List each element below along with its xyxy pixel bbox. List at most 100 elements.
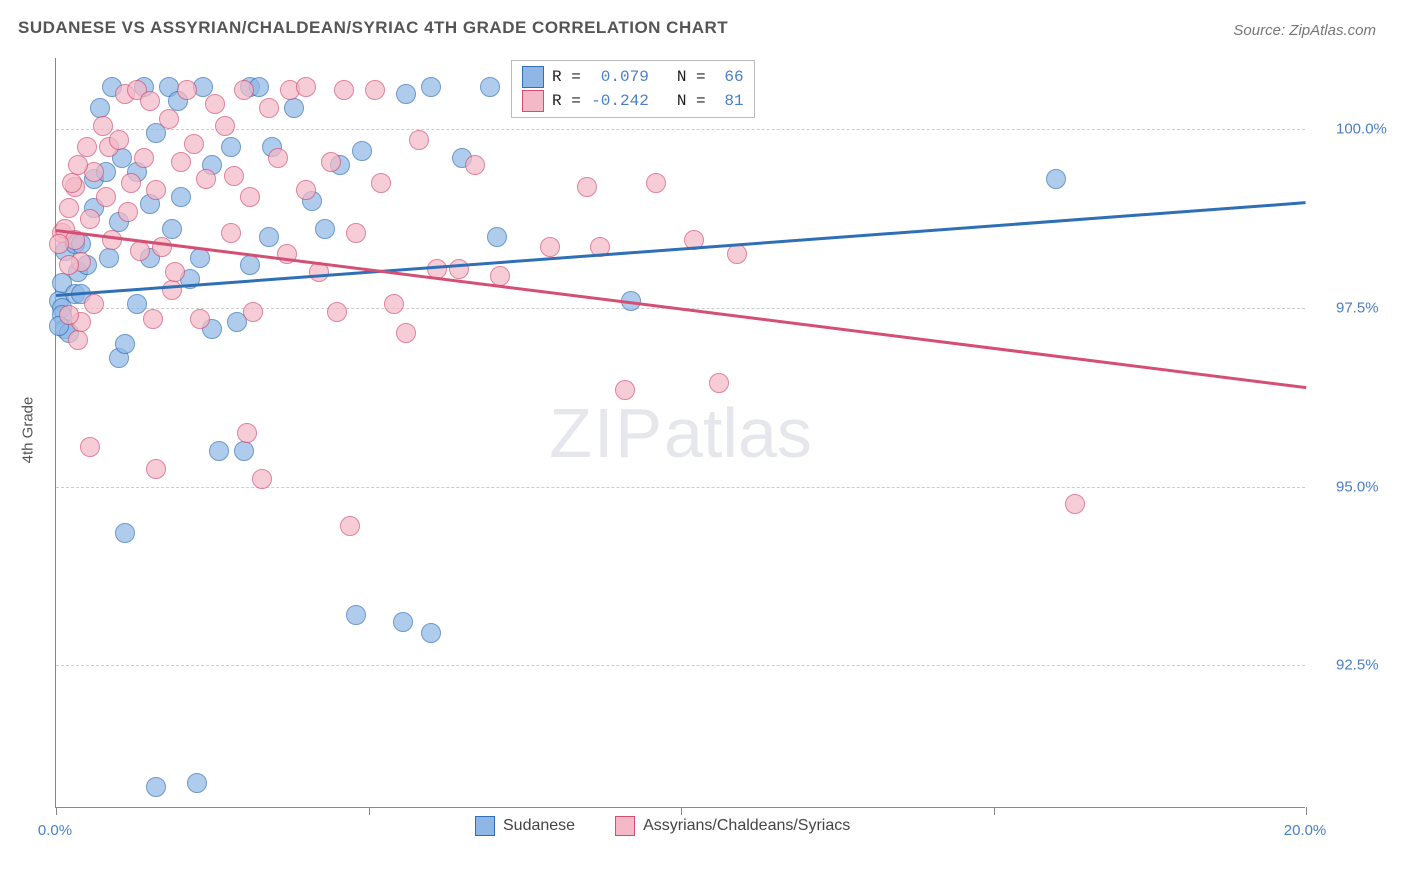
scatter-point [146,777,166,797]
gridline [56,129,1305,130]
r-label: R = [552,89,581,113]
scatter-point [177,80,197,100]
scatter-point [321,152,341,172]
r-value: -0.242 [589,89,649,113]
legend-swatch [475,816,495,836]
scatter-point [234,441,254,461]
scatter-point [152,237,172,257]
scatter-point [115,334,135,354]
watermark-atlas: atlas [664,394,812,472]
scatter-point [296,77,316,97]
source-attribution: Source: ZipAtlas.com [1233,22,1376,39]
scatter-point [146,459,166,479]
scatter-point [171,187,191,207]
scatter-point [96,187,116,207]
scatter-point [162,280,182,300]
r-label: R = [552,65,581,89]
scatter-point [396,84,416,104]
scatter-point [487,227,507,247]
scatter-point [171,152,191,172]
watermark: ZIPatlas [549,393,812,473]
scatter-point [62,173,82,193]
stats-row: R = 0.079 N = 66 [522,65,744,89]
scatter-point [296,180,316,200]
scatter-point [409,130,429,150]
scatter-point [237,423,257,443]
scatter-point [490,266,510,286]
scatter-point [187,773,207,793]
scatter-point [84,294,104,314]
gridline [56,665,1305,666]
scatter-point [259,227,279,247]
scatter-point [284,98,304,118]
scatter-point [384,294,404,314]
n-label: N = [677,89,706,113]
scatter-point [252,469,272,489]
scatter-point [240,187,260,207]
r-value: 0.079 [589,65,649,89]
scatter-point [59,198,79,218]
scatter-point [102,230,122,250]
scatter-point [340,516,360,536]
x-tick [369,807,370,815]
plot-area: ZIPatlas 92.5%95.0%97.5%100.0%R =0.079N … [55,58,1305,808]
trend-line [56,201,1306,296]
scatter-point [346,223,366,243]
scatter-point [540,237,560,257]
scatter-point [209,441,229,461]
scatter-point [449,259,469,279]
scatter-point [421,623,441,643]
scatter-point [221,137,241,157]
legend-swatch [615,816,635,836]
n-value: 81 [714,89,744,113]
scatter-point [68,330,88,350]
chart-title: SUDANESE VS ASSYRIAN/CHALDEAN/SYRIAC 4TH… [18,18,728,38]
scatter-point [140,91,160,111]
x-tick-label: 20.0% [1284,822,1327,839]
stats-legend: R = 0.079 N = 66 R = -0.242 N = 81 [511,60,755,118]
scatter-point [268,148,288,168]
scatter-point [421,77,441,97]
legend-item: Sudanese [475,816,575,836]
scatter-point [77,137,97,157]
n-value: 66 [714,65,744,89]
x-tick [994,807,995,815]
scatter-point [221,223,241,243]
scatter-point [109,130,129,150]
x-tick [56,807,57,815]
scatter-point [59,305,79,325]
scatter-point [259,98,279,118]
scatter-point [130,241,150,261]
scatter-point [315,219,335,239]
scatter-point [709,373,729,393]
scatter-point [346,605,366,625]
y-tick-label: 97.5% [1336,300,1379,317]
scatter-point [240,255,260,275]
y-tick-label: 95.0% [1336,478,1379,495]
source-name: ZipAtlas.com [1289,22,1376,39]
scatter-point [190,309,210,329]
source-prefix: Source: [1233,22,1289,39]
scatter-point [196,169,216,189]
scatter-point [646,173,666,193]
x-tick-label: 0.0% [38,822,72,839]
scatter-point [184,134,204,154]
scatter-point [480,77,500,97]
scatter-point [577,177,597,197]
scatter-point [327,302,347,322]
scatter-point [234,80,254,100]
scatter-point [80,437,100,457]
legend-item: Assyrians/Chaldeans/Syriacs [615,816,850,836]
scatter-point [49,234,69,254]
n-label: N = [677,65,706,89]
watermark-zip: ZIP [549,394,664,472]
y-axis-label: 4th Grade [20,397,37,464]
scatter-point [165,262,185,282]
legend-swatch [522,66,544,88]
scatter-point [365,80,385,100]
y-tick-label: 100.0% [1336,121,1387,138]
scatter-point [393,612,413,632]
bottom-legend: Sudanese Assyrians/Chaldeans/Syriacs [475,816,850,836]
scatter-point [190,248,210,268]
stats-row: R = -0.242 N = 81 [522,89,744,113]
